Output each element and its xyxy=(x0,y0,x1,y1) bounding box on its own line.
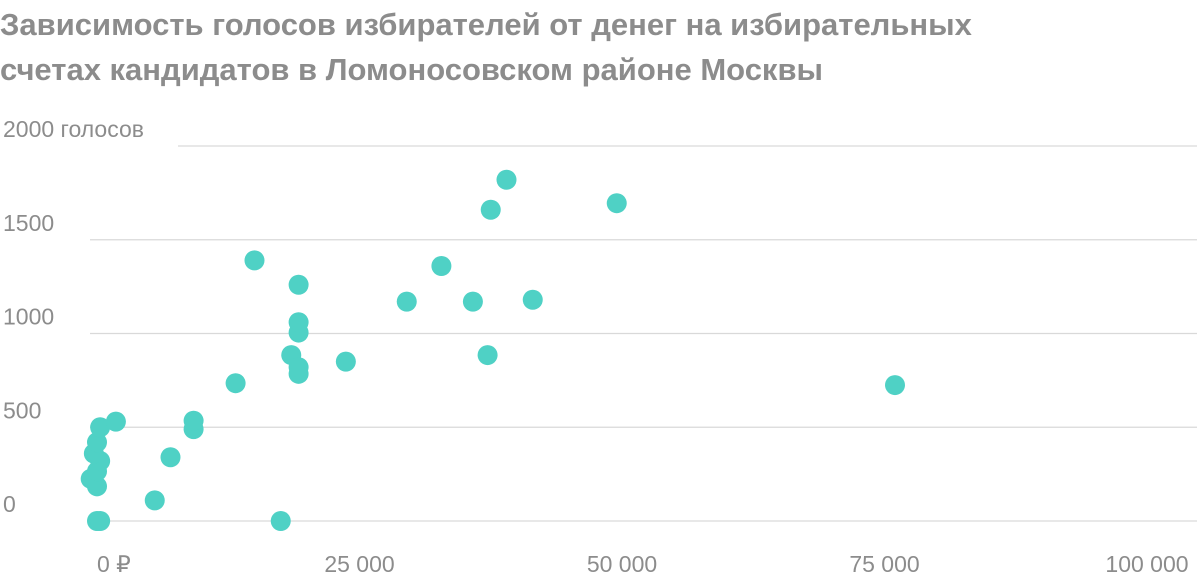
data-point xyxy=(144,490,165,511)
data-point xyxy=(87,476,107,497)
y-axis-tick-labels: 0 500 1000 1500 2000 голосов xyxy=(3,116,144,517)
y-tick-label: 2000 голосов xyxy=(3,116,144,142)
data-point xyxy=(885,375,905,396)
chart-title-line-2: счетах кандидатов в Ломоносовском районе… xyxy=(0,52,823,87)
data-point xyxy=(288,312,309,333)
data-point xyxy=(288,274,309,295)
data-point xyxy=(87,432,107,453)
data-point xyxy=(522,289,543,310)
data-point xyxy=(90,417,111,438)
y-tick-label: 1500 xyxy=(3,210,54,236)
data-point xyxy=(480,199,501,220)
data-point xyxy=(396,291,417,312)
chart-title: Зависимость голосов избирателей от денег… xyxy=(0,2,1200,92)
data-point xyxy=(90,511,111,531)
x-tick-label: 25 000 xyxy=(324,551,394,577)
y-tick-label: 0 xyxy=(3,491,16,517)
y-tick-label: 500 xyxy=(3,397,41,423)
data-point xyxy=(431,256,452,276)
data-point xyxy=(244,250,265,271)
x-axis-tick-labels: 0 ₽ 25 000 50 000 75 000 100 000 xyxy=(97,551,1189,577)
data-point xyxy=(225,373,246,394)
data-point xyxy=(462,291,483,312)
y-tick-label: 1000 xyxy=(3,304,54,330)
data-point xyxy=(477,345,498,366)
x-tick-label: 75 000 xyxy=(849,551,919,577)
data-point xyxy=(335,351,356,372)
data-point xyxy=(270,511,291,531)
data-point xyxy=(183,410,204,431)
data-point xyxy=(105,411,126,432)
data-point xyxy=(496,169,517,190)
data-point xyxy=(288,357,309,378)
data-point xyxy=(606,193,627,214)
chart-title-line-1: Зависимость голосов избирателей от денег… xyxy=(0,7,972,42)
data-points xyxy=(80,169,905,531)
grid-lines xyxy=(90,145,1197,522)
x-tick-label: 100 000 xyxy=(1105,551,1188,577)
x-tick-label: 0 ₽ xyxy=(97,551,131,577)
data-point xyxy=(160,447,181,468)
x-tick-label: 50 000 xyxy=(587,551,657,577)
